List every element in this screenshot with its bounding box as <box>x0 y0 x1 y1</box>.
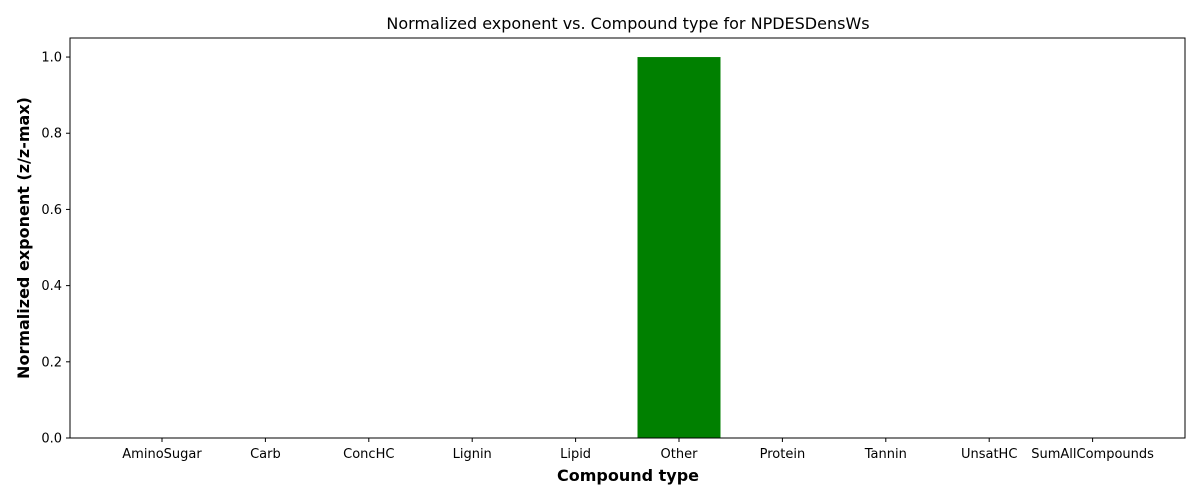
bar-other <box>637 57 721 439</box>
y-axis-ticks: 0.0 0.2 0.4 0.6 0.8 1.0 <box>41 51 70 447</box>
x-tick-label: Lipid <box>560 447 591 462</box>
x-tick-label: UnsatHC <box>961 447 1017 462</box>
y-tick-label: 0.8 <box>41 127 62 142</box>
x-tick-label: Tannin <box>864 447 907 462</box>
y-tick-label: 0.4 <box>41 279 62 294</box>
chart-title: Normalized exponent vs. Compound type fo… <box>386 14 869 33</box>
x-tick-label: Other <box>661 447 699 462</box>
y-tick-label: 0.6 <box>41 203 62 218</box>
x-axis-ticks: AminoSugar Carb ConcHC Lignin Lipid Other Prot… <box>122 438 1154 462</box>
y-tick-label: 1.0 <box>41 51 62 66</box>
x-tick-label: Lignin <box>453 447 492 462</box>
x-tick-label: Carb <box>250 447 281 462</box>
plot-area-frame <box>69 37 1186 439</box>
x-tick-label: SumAllCompounds <box>1031 447 1154 462</box>
x-axis-title: Compound type <box>557 466 699 485</box>
x-tick-label: Protein <box>760 447 806 462</box>
y-tick-label: 0.2 <box>41 355 62 370</box>
y-tick-label: 0.0 <box>41 432 62 447</box>
y-axis-title: Normalized exponent (z/z-max) <box>14 97 33 379</box>
x-tick-label: AminoSugar <box>122 447 202 462</box>
x-tick-label: ConcHC <box>343 447 394 462</box>
bars-layer <box>637 57 721 439</box>
